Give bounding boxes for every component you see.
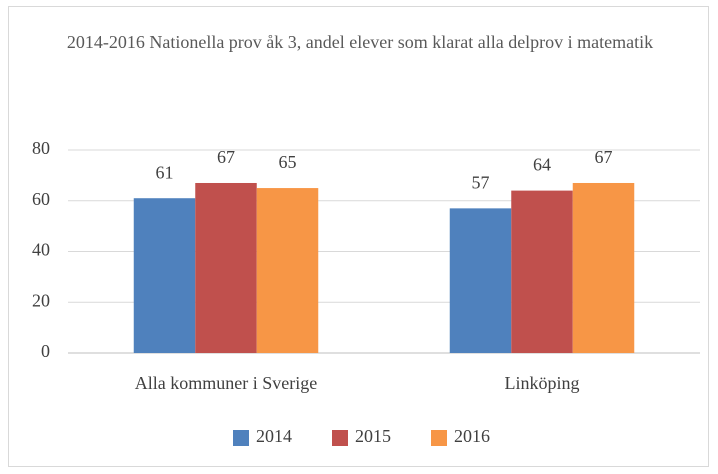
data-label: 65 bbox=[279, 152, 297, 172]
bar bbox=[572, 182, 635, 353]
data-label: 57 bbox=[472, 172, 490, 192]
bar bbox=[511, 190, 573, 353]
bar bbox=[449, 208, 512, 353]
x-tick-label: Linköping bbox=[505, 373, 580, 393]
chart-border bbox=[8, 6, 709, 467]
data-label: 67 bbox=[595, 147, 613, 167]
y-tick-label: 80 bbox=[32, 138, 50, 158]
data-label: 64 bbox=[533, 155, 551, 175]
data-label: 61 bbox=[156, 162, 174, 182]
bar bbox=[256, 188, 319, 353]
legend-swatch bbox=[332, 430, 348, 446]
legend-label: 2014 bbox=[256, 426, 292, 446]
chart-title: 2014-2016 Nationella prov åk 3, andel el… bbox=[66, 32, 654, 52]
legend-label: 2016 bbox=[454, 426, 490, 446]
y-tick-label: 60 bbox=[32, 189, 50, 209]
legend-label: 2015 bbox=[355, 426, 391, 446]
y-tick-label: 0 bbox=[41, 341, 50, 361]
data-label: 67 bbox=[217, 147, 235, 167]
y-tick-label: 20 bbox=[32, 290, 50, 310]
legend-swatch bbox=[431, 430, 447, 446]
bar bbox=[133, 198, 196, 353]
legend-swatch bbox=[233, 430, 249, 446]
bar bbox=[195, 182, 257, 353]
y-tick-label: 40 bbox=[32, 240, 50, 260]
x-tick-label: Alla kommuner i Sverige bbox=[135, 373, 317, 393]
